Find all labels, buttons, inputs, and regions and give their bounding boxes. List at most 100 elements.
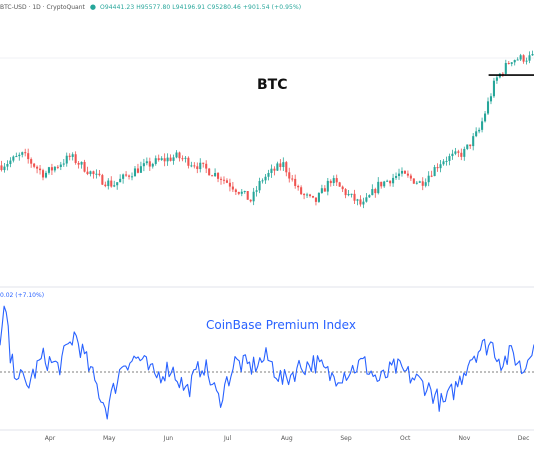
candle-body	[519, 55, 522, 60]
candle-body	[33, 163, 36, 167]
candle-body	[166, 157, 169, 162]
candle-body	[130, 176, 134, 178]
candle-body	[56, 166, 59, 168]
candle-body	[0, 165, 3, 171]
candle-body	[267, 172, 270, 177]
candle-body	[92, 171, 95, 175]
candle-body	[27, 153, 30, 160]
candle-body	[504, 62, 507, 74]
candle-body	[151, 163, 154, 167]
candle-body	[415, 182, 418, 184]
candlestick-series	[0, 50, 534, 209]
candle-body	[214, 173, 217, 177]
candle-body	[397, 173, 401, 177]
candle-body	[486, 101, 490, 114]
candle-body	[507, 62, 510, 64]
candle-body	[133, 168, 137, 177]
candle-body	[30, 159, 33, 164]
candle-body	[18, 154, 21, 157]
candle-body	[178, 152, 181, 159]
symbol-label: BTC-USD · 1D · CryptoQuant	[0, 4, 85, 11]
candle-body	[489, 96, 493, 102]
candle-body	[525, 60, 528, 62]
month-tick-label: Apr	[45, 435, 56, 442]
candle-body	[62, 163, 65, 165]
candle-body	[353, 193, 356, 201]
candle-body	[297, 185, 300, 188]
candle-body	[436, 167, 439, 169]
candle-body	[15, 156, 18, 158]
candle-body	[246, 191, 249, 200]
candle-body	[276, 163, 279, 171]
candle-body	[291, 178, 294, 180]
candle-body	[392, 177, 395, 184]
candle-body	[424, 182, 427, 186]
candle-body	[466, 144, 469, 149]
candle-body	[314, 197, 317, 202]
candle-body	[481, 121, 484, 130]
candle-body	[169, 157, 172, 161]
candle-body	[157, 158, 160, 160]
candle-body	[460, 152, 463, 157]
candle-body	[234, 189, 237, 193]
candle-body	[219, 178, 223, 180]
candle-body	[119, 178, 122, 183]
candle-body	[386, 180, 389, 182]
candle-body	[98, 173, 101, 176]
candle-body	[439, 164, 442, 169]
candle-body	[371, 189, 374, 196]
candle-body	[110, 180, 113, 187]
candle-body	[522, 55, 525, 62]
candle-body	[403, 170, 406, 174]
candle-body	[190, 165, 193, 167]
candle-body	[356, 199, 359, 201]
candle-body	[255, 190, 258, 192]
candle-body	[329, 180, 332, 184]
candle-body	[368, 195, 371, 198]
candle-body	[65, 155, 68, 164]
time-axis: Apr May Jun Jul Aug Sep Oct Nov Dec	[45, 435, 530, 442]
candle-body	[77, 162, 80, 165]
candle-body	[380, 181, 383, 187]
month-tick-label: Jun	[163, 435, 174, 442]
candle-body	[136, 168, 139, 173]
candle-body	[303, 194, 306, 196]
candle-body	[332, 178, 335, 184]
candle-body	[273, 168, 276, 171]
candle-body	[217, 173, 220, 179]
candle-body	[139, 166, 142, 173]
month-tick-label: Oct	[400, 435, 411, 442]
candle-body	[395, 176, 398, 178]
status-dot-icon: ●	[89, 3, 96, 11]
candle-body	[258, 181, 261, 191]
candle-body	[288, 172, 291, 179]
candle-body	[389, 180, 392, 184]
candle-body	[50, 167, 53, 171]
chart-header: BTC-USD · 1D · CryptoQuant ● O94441.23 H95…	[0, 3, 301, 11]
candle-body	[3, 166, 6, 171]
candle-body	[160, 158, 163, 160]
candle-body	[484, 113, 487, 122]
candle-body	[184, 157, 187, 159]
month-tick-label: May	[103, 435, 116, 442]
candle-body	[279, 163, 282, 168]
month-tick-label: Sep	[340, 435, 352, 442]
candle-body	[113, 185, 116, 187]
candle-body	[472, 136, 475, 147]
candle-body	[71, 154, 74, 157]
candle-body	[83, 161, 86, 172]
candle-body	[442, 161, 445, 165]
candle-body	[311, 195, 315, 198]
candle-body	[104, 184, 107, 187]
ohlc-readout: O94441.23 H95577.80 L94196.91 C95280.46 …	[100, 4, 302, 11]
month-tick-label: Jul	[223, 435, 232, 442]
candle-body	[101, 175, 104, 185]
candle-body	[400, 170, 404, 174]
candle-body	[492, 80, 495, 97]
candle-body	[240, 191, 243, 194]
candle-body	[377, 181, 380, 194]
candle-body	[421, 181, 424, 186]
candle-body	[237, 192, 240, 194]
candle-body	[501, 73, 504, 75]
